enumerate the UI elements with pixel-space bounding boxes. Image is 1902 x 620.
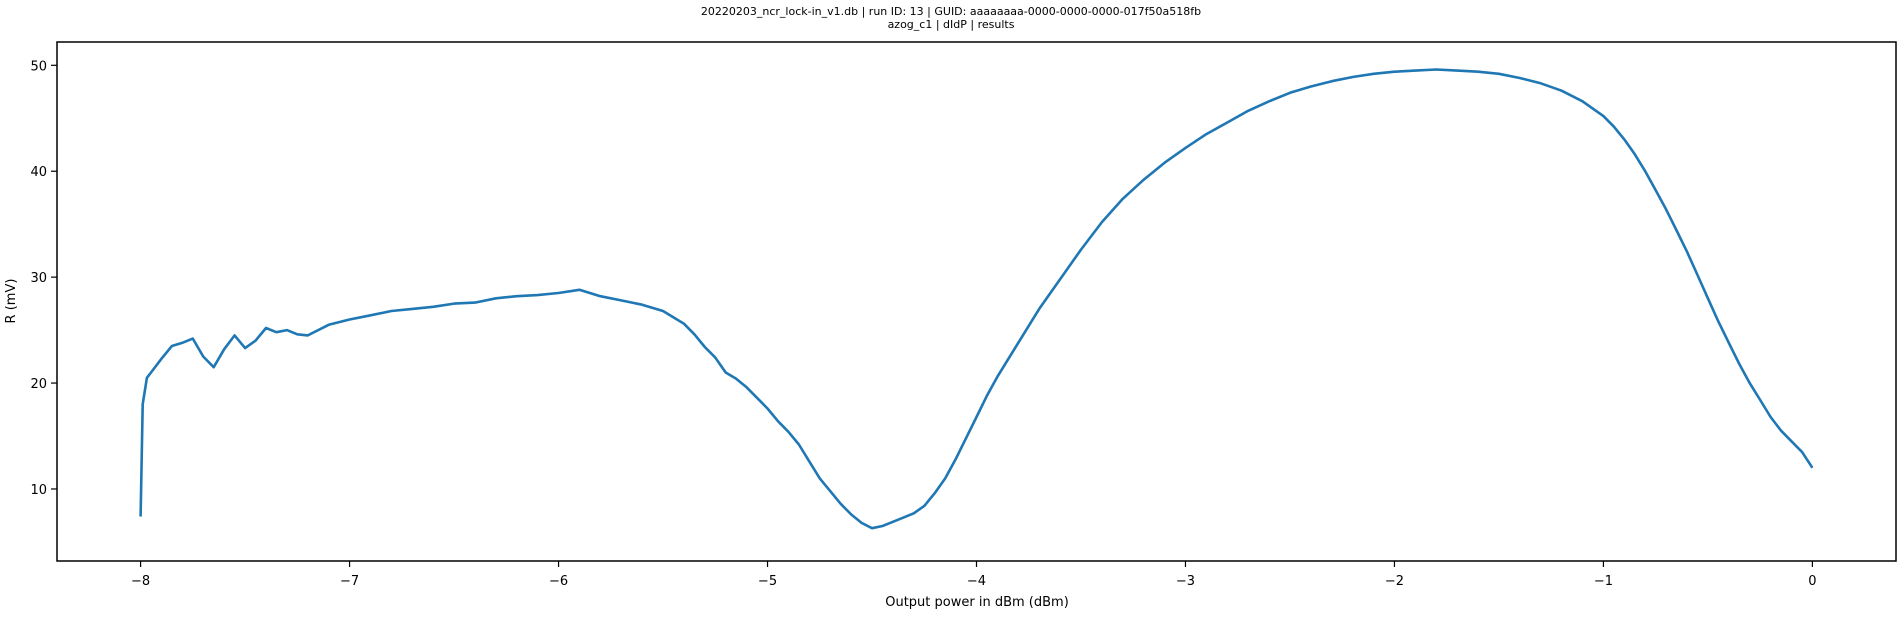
x-tick-label: −2	[1385, 574, 1404, 589]
chart-subtitle: azog_c1 | dIdP | results	[888, 18, 1015, 31]
x-tick-label: −5	[758, 574, 777, 589]
axes-frame	[56, 41, 1897, 562]
y-tick-label: 40	[30, 165, 47, 180]
y-tick-label: 50	[30, 59, 47, 74]
x-tick-label: −4	[967, 574, 986, 589]
y-axis-ticks: 10 20 30 40 50	[30, 59, 57, 498]
series-line	[139, 68, 1814, 530]
y-tick-label: 20	[30, 377, 47, 392]
x-tick-label: −7	[340, 574, 359, 589]
y-tick-label: 10	[30, 483, 47, 498]
chart-title: 20220203_ncr_lock-in_v1.db | run ID: 13 …	[701, 5, 1201, 18]
x-tick-label: −6	[549, 574, 568, 589]
x-axis-ticks: −8 −7 −6 −5 −4 −3 −2 −1 0	[131, 561, 1817, 589]
y-axis-label: R (mV)	[4, 279, 19, 324]
x-tick-label: 0	[1808, 574, 1816, 589]
x-tick-label: −1	[1594, 574, 1613, 589]
x-tick-label: −3	[1176, 574, 1195, 589]
x-tick-label: −8	[131, 574, 150, 589]
plot-area	[139, 68, 1814, 530]
x-axis-label: Output power in dBm (dBm)	[885, 595, 1069, 610]
y-tick-label: 30	[30, 271, 47, 286]
